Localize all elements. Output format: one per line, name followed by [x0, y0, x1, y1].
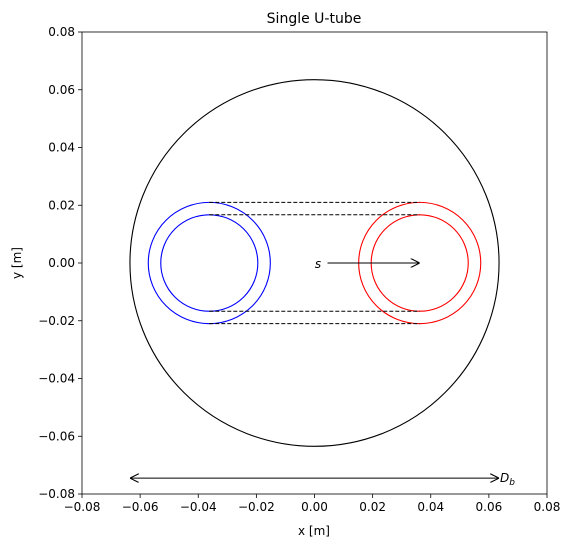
- y-tick-label: −0.02: [38, 314, 75, 328]
- x-tick-label: 0.00: [301, 500, 328, 514]
- y-tick-label: 0.02: [48, 198, 75, 212]
- diameter-label: Db: [500, 471, 515, 488]
- x-axis-label: x [m]: [298, 524, 330, 538]
- x-tick-label: −0.06: [122, 500, 159, 514]
- diagram-marks: [129, 79, 500, 478]
- spacing-label: s: [315, 257, 321, 271]
- y-tick-label: 0.06: [48, 83, 75, 97]
- x-tick-label: −0.04: [180, 500, 217, 514]
- x-tick-label: 0.02: [359, 500, 386, 514]
- axis-ticks: −0.08 −0.06 −0.04 −0.02 0.00 0.02 0.04 0.06 0.08…: [38, 25, 560, 514]
- diameter-label-main: D: [500, 471, 509, 485]
- plot-area: [82, 32, 547, 494]
- y-tick-label: 0.04: [48, 141, 75, 155]
- y-tick-label: −0.06: [38, 429, 75, 443]
- y-tick-label: −0.04: [38, 372, 75, 386]
- x-tick-label: −0.08: [64, 500, 101, 514]
- y-axis-label: y [m]: [10, 247, 24, 279]
- x-tick-label: 0.06: [476, 500, 503, 514]
- y-tick-label: 0.00: [48, 256, 75, 270]
- borehole-circle: [129, 79, 500, 447]
- chart-title: Single U-tube: [267, 11, 362, 27]
- y-tick-label: 0.08: [48, 25, 75, 39]
- x-tick-label: 0.08: [534, 500, 561, 514]
- x-tick-label: 0.04: [417, 500, 444, 514]
- x-tick-label: −0.02: [238, 500, 275, 514]
- y-tick-label: −0.08: [38, 487, 75, 501]
- diameter-label-sub: b: [509, 478, 515, 488]
